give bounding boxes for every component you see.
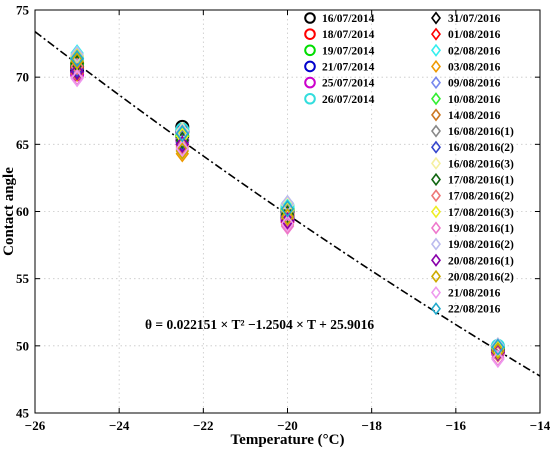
y-tick-label: 55	[16, 271, 30, 286]
legend-label: 22/08/2016	[448, 304, 501, 316]
legend-marker	[431, 302, 441, 316]
legend-marker	[431, 140, 441, 154]
x-tick-label: −16	[446, 418, 467, 433]
legend-label: 17/08/2016(1)	[448, 175, 514, 187]
legend-label: 17/08/2016(3)	[448, 207, 514, 219]
y-axis-label: Contact angle	[1, 167, 17, 256]
x-tick-label: −18	[361, 418, 382, 433]
data-point	[280, 209, 295, 228]
legend-label: 25/07/2014	[322, 78, 375, 90]
legend-marker	[431, 237, 441, 251]
legend-marker	[431, 156, 441, 170]
y-tick-label: 65	[16, 137, 30, 152]
data-point	[491, 339, 505, 358]
legend-label: 21/08/2016	[448, 288, 501, 300]
legend-marker	[431, 269, 441, 283]
legend-label: 01/08/2016	[448, 29, 501, 41]
x-tick-label: −26	[25, 418, 46, 433]
legend-label: 31/07/2016	[448, 13, 501, 25]
legend-marker	[431, 189, 441, 203]
data-point	[491, 350, 505, 369]
legend-marker	[431, 221, 441, 235]
legend-marker	[431, 92, 441, 106]
data-point	[280, 199, 295, 218]
legend-label: 17/08/2016(2)	[448, 191, 514, 203]
y-tick-label: 75	[16, 3, 30, 18]
legend-label: 26/07/2014	[322, 94, 375, 106]
legend-marker	[431, 59, 441, 74]
data-point	[491, 337, 505, 355]
legend-label: 19/08/2016(2)	[448, 239, 514, 251]
data-point	[70, 52, 84, 70]
data-point	[175, 136, 189, 155]
legend-marker	[431, 43, 441, 57]
legend-marker	[304, 92, 316, 105]
legend-marker	[431, 11, 441, 25]
legend-label: 14/08/2016	[448, 110, 501, 122]
x-axis-label: Temperature (°C)	[231, 432, 345, 448]
data-point	[175, 139, 189, 158]
legend-label: 16/07/2014	[322, 13, 375, 25]
data-point	[175, 142, 189, 160]
data-point	[280, 194, 295, 213]
legend-marker	[304, 12, 316, 24]
legend-marker	[431, 76, 441, 90]
data-point	[280, 214, 295, 233]
legend-label: 16/08/2016(1)	[448, 126, 514, 138]
legend-label: 09/08/2016	[448, 78, 501, 90]
legend-label: 16/08/2016(3)	[448, 158, 514, 170]
legend: 16/07/2014 18/07/2014 19/07/2014 21/07/2014…	[304, 11, 514, 316]
data-point	[175, 135, 189, 154]
legend-label: 03/08/2016	[448, 61, 501, 73]
legend-label: 19/07/2014	[322, 45, 375, 57]
y-tick-label: 70	[16, 70, 29, 85]
axis-ticks: −26 −24 −22 −20 −18 −16 −14 45 50 55 60 65 70 75	[16, 3, 550, 434]
legend-marker	[304, 76, 316, 89]
legend-marker	[431, 172, 441, 187]
y-tick-label: 45	[16, 406, 30, 421]
legend-marker	[431, 285, 441, 300]
data-point	[70, 45, 84, 64]
legend-marker	[304, 28, 316, 40]
data-point	[175, 134, 189, 152]
y-tick-label: 60	[16, 204, 29, 219]
data-point	[70, 69, 84, 88]
x-tick-label: −20	[277, 418, 297, 433]
legend-label: 16/08/2016(2)	[448, 142, 514, 154]
legend-marker	[304, 44, 316, 57]
legend-marker	[431, 253, 441, 267]
x-tick-label: −14	[530, 418, 550, 433]
legend-marker	[431, 205, 441, 219]
legend-label: 19/08/2016(1)	[448, 223, 514, 235]
data-points	[70, 44, 505, 369]
x-tick-label: −24	[109, 418, 130, 433]
y-tick-label: 50	[16, 338, 29, 353]
legend-label: 18/07/2014	[322, 29, 375, 41]
data-point	[70, 62, 84, 81]
legend-label: 02/08/2016	[448, 45, 501, 57]
data-point	[70, 49, 84, 68]
x-tick-label: −22	[193, 418, 213, 433]
legend-label: 20/08/2016(1)	[448, 255, 514, 267]
legend-label: 20/08/2016(2)	[448, 271, 514, 283]
data-point	[175, 124, 189, 143]
fit-equation: θ = 0.022151 × T² −1.2504 × T + 25.9016	[145, 317, 374, 332]
legend-label: 10/08/2016	[448, 94, 501, 106]
legend-marker	[431, 27, 441, 41]
data-point	[491, 338, 505, 356]
legend-marker	[304, 60, 316, 73]
legend-label: 21/07/2014	[322, 61, 375, 73]
legend-marker	[431, 124, 441, 138]
legend-marker	[431, 108, 441, 122]
data-point	[280, 208, 295, 226]
